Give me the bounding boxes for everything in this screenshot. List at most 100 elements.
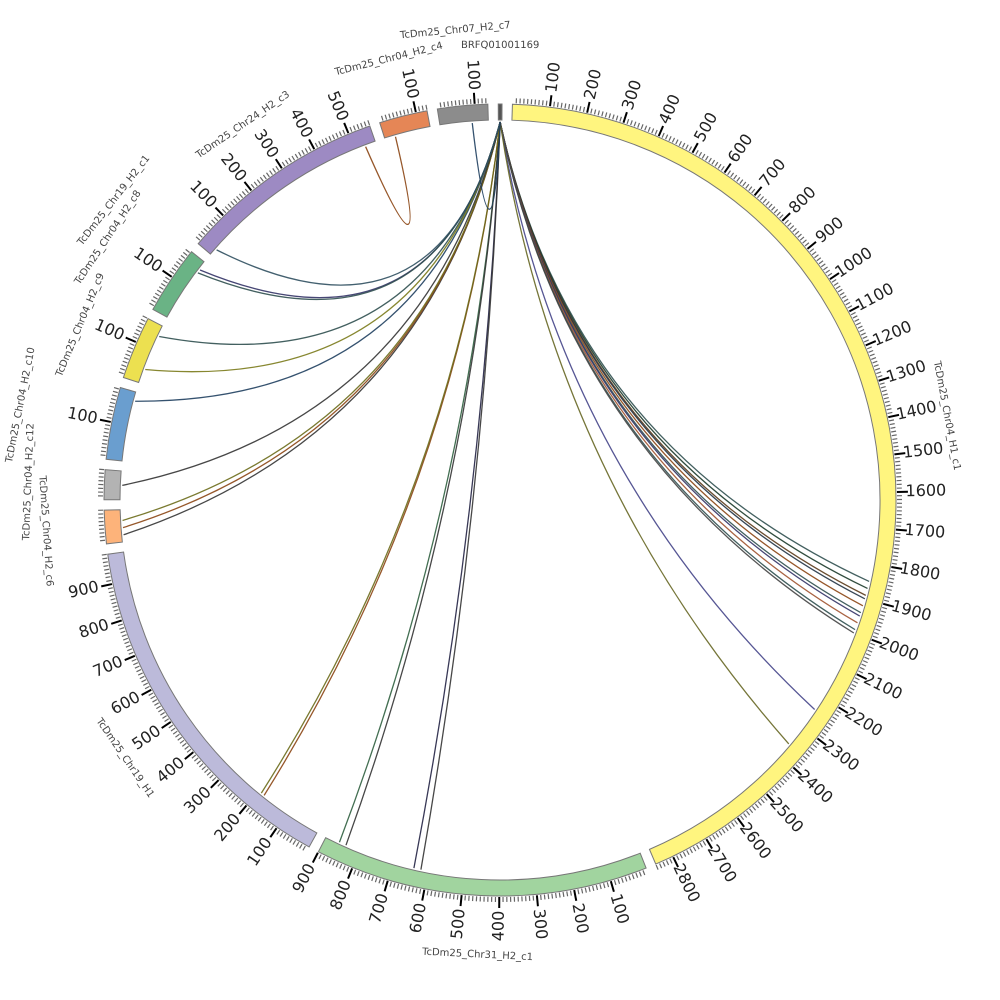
minor-tick — [339, 863, 343, 869]
minor-tick — [101, 446, 107, 449]
tick-label: 1900 — [889, 596, 933, 625]
minor-tick — [569, 890, 572, 896]
minor-tick — [827, 272, 833, 277]
minor-tick — [768, 203, 773, 209]
minor-tick — [875, 628, 881, 632]
minor-tick — [816, 257, 822, 262]
chromosome-c1 — [511, 103, 897, 865]
major-tick — [472, 92, 476, 104]
minor-tick — [868, 646, 874, 650]
minor-tick — [104, 572, 110, 575]
minor-tick — [415, 888, 418, 894]
chromosome-c7 — [122, 317, 163, 384]
minor-tick — [151, 299, 157, 303]
minor-tick — [579, 106, 582, 112]
minor-tick — [292, 840, 297, 845]
minor-tick — [765, 201, 770, 206]
minor-tick — [669, 858, 673, 864]
minor-tick — [342, 865, 346, 871]
tick-label: 300 — [618, 77, 646, 112]
link — [471, 121, 501, 210]
major-tick — [816, 737, 827, 746]
minor-tick — [633, 121, 637, 127]
minor-tick — [248, 809, 253, 815]
link — [345, 121, 501, 846]
minor-tick — [812, 743, 818, 749]
minor-tick — [231, 795, 236, 800]
minor-tick — [141, 679, 147, 683]
major-tick — [672, 856, 679, 868]
minor-tick — [425, 104, 428, 110]
major-tick — [736, 817, 745, 828]
minor-tick — [883, 397, 889, 400]
tick-label: 200 — [217, 149, 251, 185]
minor-tick — [814, 254, 819, 259]
minor-tick — [294, 153, 299, 159]
minor-tick — [403, 109, 406, 115]
minor-tick — [137, 325, 143, 329]
major-tick — [308, 138, 316, 150]
minor-tick — [244, 188, 249, 194]
minor-tick — [104, 568, 110, 571]
minor-tick — [356, 124, 360, 130]
minor-tick — [628, 875, 631, 881]
minor-tick — [171, 267, 177, 272]
major-tick — [184, 751, 194, 760]
ideogram-layer — [103, 103, 897, 897]
major-tick — [723, 162, 732, 174]
minor-tick — [566, 891, 569, 897]
minor-tick — [789, 225, 795, 230]
tick-label: 600 — [406, 901, 430, 935]
minor-tick — [799, 236, 805, 241]
tick-label: 900 — [67, 577, 101, 602]
minor-tick — [733, 174, 738, 180]
labels-layer: TcDm25_Chr04_H1_c1TcDm25_Chr31_H2_c1TcDm… — [4, 20, 962, 963]
minor-tick — [612, 114, 615, 120]
minor-tick — [170, 727, 176, 732]
minor-tick — [823, 266, 828, 271]
minor-tick — [411, 887, 414, 893]
minor-tick — [236, 195, 241, 201]
minor-tick — [295, 841, 300, 847]
minor-tick — [676, 855, 680, 861]
minor-tick — [804, 242, 810, 247]
minor-tick — [224, 206, 230, 211]
chromosome-label: TcDm25_Chr04_H2_c4 — [333, 40, 444, 78]
minor-tick — [404, 885, 407, 891]
minor-tick — [720, 165, 725, 171]
tick-label: 100 — [541, 61, 564, 94]
minor-tick — [867, 649, 873, 653]
tick-label: 500 — [690, 109, 721, 145]
minor-tick — [338, 131, 342, 137]
major-tick — [838, 706, 849, 714]
major-tick — [871, 638, 883, 645]
minor-tick — [892, 555, 899, 558]
minor-tick — [100, 454, 106, 457]
minor-tick — [876, 624, 882, 628]
minor-tick — [861, 663, 867, 667]
major-tick — [125, 336, 137, 343]
minor-tick — [892, 441, 898, 444]
minor-tick — [541, 100, 544, 106]
minor-tick — [630, 120, 633, 126]
minor-tick — [367, 120, 371, 126]
minor-tick — [825, 269, 831, 274]
tick-label: 2400 — [794, 766, 837, 807]
minor-tick — [882, 606, 888, 610]
minor-tick — [823, 728, 829, 733]
minor-tick — [751, 188, 756, 194]
tick-label: 700 — [365, 891, 392, 926]
minor-tick — [198, 233, 203, 238]
minor-tick — [114, 612, 120, 616]
minor-tick — [593, 109, 597, 115]
major-tick — [657, 125, 664, 137]
minor-tick — [211, 219, 216, 224]
minor-tick — [281, 161, 286, 167]
minor-tick — [762, 198, 767, 204]
minor-tick — [396, 883, 400, 889]
minor-tick — [681, 142, 686, 148]
minor-tick — [335, 132, 339, 138]
minor-tick — [877, 375, 883, 378]
minor-tick — [851, 683, 857, 688]
